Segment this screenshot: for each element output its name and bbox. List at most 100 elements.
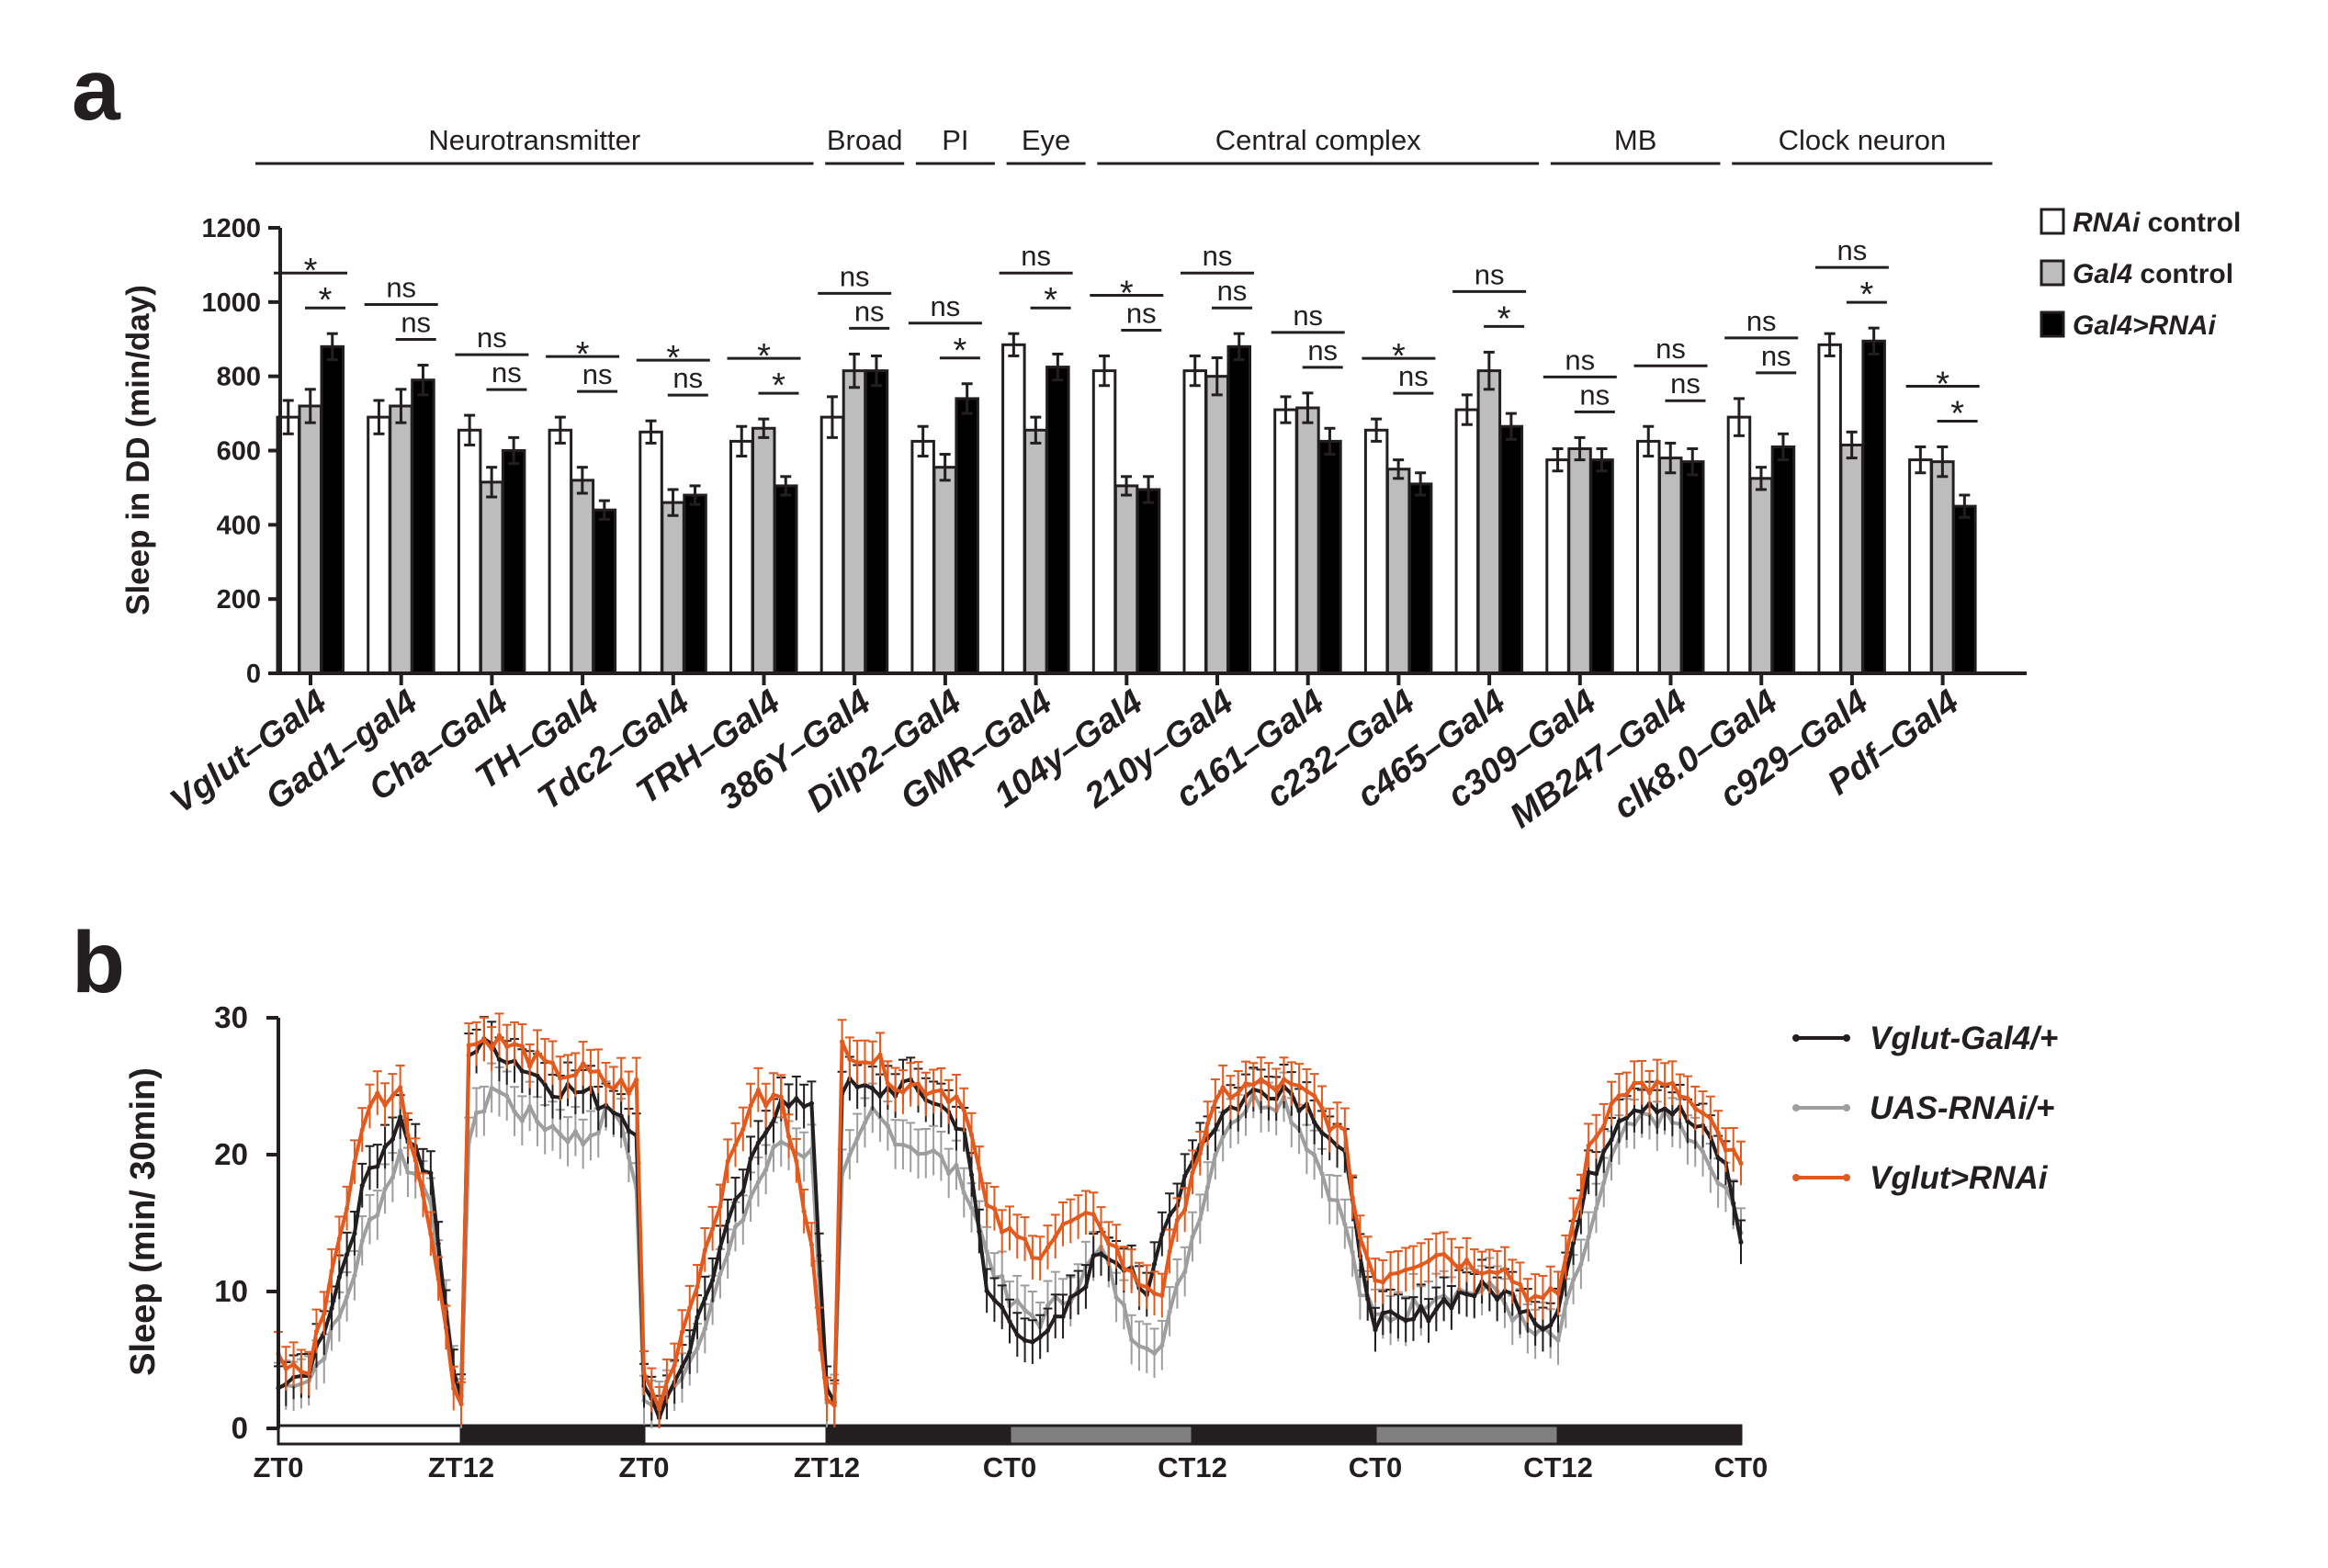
bar bbox=[1113, 484, 1139, 675]
significance-label: ns bbox=[1021, 240, 1051, 272]
data-point bbox=[1342, 1222, 1348, 1227]
data-point bbox=[1601, 1148, 1607, 1154]
data-point bbox=[595, 1130, 601, 1136]
data-point bbox=[695, 1284, 700, 1290]
significance-label: ns bbox=[1656, 333, 1686, 365]
bar-chart-panel-a: Neurotransmitter Broad PI Eye Central comple… bbox=[120, 124, 2241, 836]
x-tick-label: CT12 bbox=[1158, 1451, 1227, 1483]
data-point bbox=[1319, 1105, 1325, 1111]
data-point bbox=[748, 1194, 753, 1200]
data-point bbox=[1159, 1343, 1165, 1348]
data-point bbox=[1174, 1281, 1181, 1287]
y-tick-label: 0 bbox=[246, 660, 261, 689]
data-point bbox=[1136, 1282, 1142, 1288]
data-point bbox=[893, 1087, 898, 1093]
condition-segment bbox=[459, 1424, 646, 1446]
data-point bbox=[1281, 1077, 1287, 1082]
data-point bbox=[1045, 1245, 1051, 1250]
data-point bbox=[908, 1145, 913, 1150]
data-point bbox=[1563, 1301, 1568, 1306]
y-axis-ticks: 0 200 400 600 800 1000 1200 bbox=[201, 214, 280, 689]
bar bbox=[1407, 482, 1433, 675]
bar bbox=[1023, 428, 1048, 675]
data-point bbox=[763, 1102, 769, 1109]
data-point bbox=[763, 1130, 769, 1135]
data-point bbox=[1289, 1120, 1294, 1125]
legend-label-italic: Gal4>RNAi bbox=[2073, 310, 2217, 341]
data-point bbox=[1723, 1147, 1729, 1153]
data-point bbox=[991, 1297, 998, 1303]
legend-label: UAS-RNAi/+ bbox=[1870, 1090, 2054, 1126]
data-point bbox=[1022, 1307, 1028, 1313]
bar bbox=[1567, 446, 1592, 675]
data-point bbox=[656, 1406, 662, 1412]
data-point bbox=[345, 1294, 350, 1300]
data-point bbox=[367, 1165, 373, 1171]
data-point bbox=[824, 1396, 830, 1403]
bar bbox=[389, 404, 413, 675]
data-point bbox=[649, 1387, 654, 1393]
data-point bbox=[1410, 1265, 1417, 1271]
y-tick-label: 30 bbox=[214, 1000, 248, 1034]
data-point bbox=[718, 1245, 723, 1250]
bar bbox=[1658, 457, 1683, 675]
data-point bbox=[1669, 1111, 1675, 1117]
data-point bbox=[854, 1135, 860, 1141]
data-point bbox=[885, 1080, 890, 1086]
data-point bbox=[336, 1314, 342, 1320]
bar bbox=[864, 369, 889, 675]
data-point bbox=[794, 1158, 799, 1164]
data-point bbox=[923, 1151, 929, 1156]
legend-label: Vglut-Gal4/+ bbox=[1870, 1021, 2058, 1056]
significance-label: * bbox=[954, 332, 967, 370]
y-axis-ticks-b: 0 10 20 30 bbox=[214, 1000, 278, 1445]
data-point bbox=[489, 1085, 494, 1091]
data-point bbox=[1259, 1077, 1264, 1082]
significance-label: * bbox=[772, 367, 785, 405]
data-point bbox=[954, 1094, 959, 1100]
bar bbox=[367, 415, 391, 675]
data-point bbox=[679, 1329, 685, 1335]
data-point bbox=[1030, 1339, 1035, 1345]
data-point bbox=[817, 1326, 822, 1333]
bar bbox=[1204, 375, 1229, 675]
data-point bbox=[1609, 1100, 1614, 1107]
y-tick-label: 1200 bbox=[201, 214, 261, 243]
significance-label: ns bbox=[1398, 360, 1429, 392]
significance-label: * bbox=[1120, 274, 1134, 312]
data-point bbox=[1662, 1082, 1667, 1088]
data-point bbox=[1022, 1236, 1028, 1242]
legend-label-rest: control bbox=[2140, 208, 2241, 238]
data-point bbox=[1624, 1115, 1630, 1121]
bar bbox=[411, 378, 435, 675]
data-point bbox=[1342, 1127, 1348, 1133]
data-point bbox=[359, 1127, 365, 1133]
y-tick-label: 20 bbox=[214, 1137, 248, 1171]
data-point bbox=[1159, 1292, 1165, 1299]
bar bbox=[932, 466, 957, 675]
data-point bbox=[1327, 1197, 1332, 1202]
data-point bbox=[1083, 1210, 1089, 1215]
data-point bbox=[1548, 1286, 1554, 1292]
data-point bbox=[542, 1127, 548, 1133]
data-point bbox=[1426, 1258, 1431, 1264]
data-point bbox=[398, 1148, 403, 1154]
data-point bbox=[1738, 1160, 1744, 1167]
data-point bbox=[1159, 1232, 1165, 1237]
data-point bbox=[473, 1110, 480, 1115]
data-point bbox=[1593, 1205, 1599, 1212]
data-point bbox=[778, 1139, 784, 1145]
bar bbox=[1295, 406, 1320, 675]
bar bbox=[683, 493, 707, 675]
significance-label: * bbox=[1392, 337, 1406, 376]
data-point bbox=[412, 1157, 418, 1163]
data-point bbox=[1509, 1317, 1515, 1324]
y-tick-label: 10 bbox=[214, 1274, 248, 1308]
data-point bbox=[1570, 1217, 1576, 1223]
significance-label: * bbox=[757, 337, 771, 376]
data-point bbox=[710, 1226, 716, 1232]
data-point bbox=[1220, 1134, 1226, 1140]
group-label: Clock neuron bbox=[1779, 124, 1947, 156]
bar bbox=[1317, 439, 1342, 675]
legend-swatch bbox=[2040, 208, 2065, 235]
